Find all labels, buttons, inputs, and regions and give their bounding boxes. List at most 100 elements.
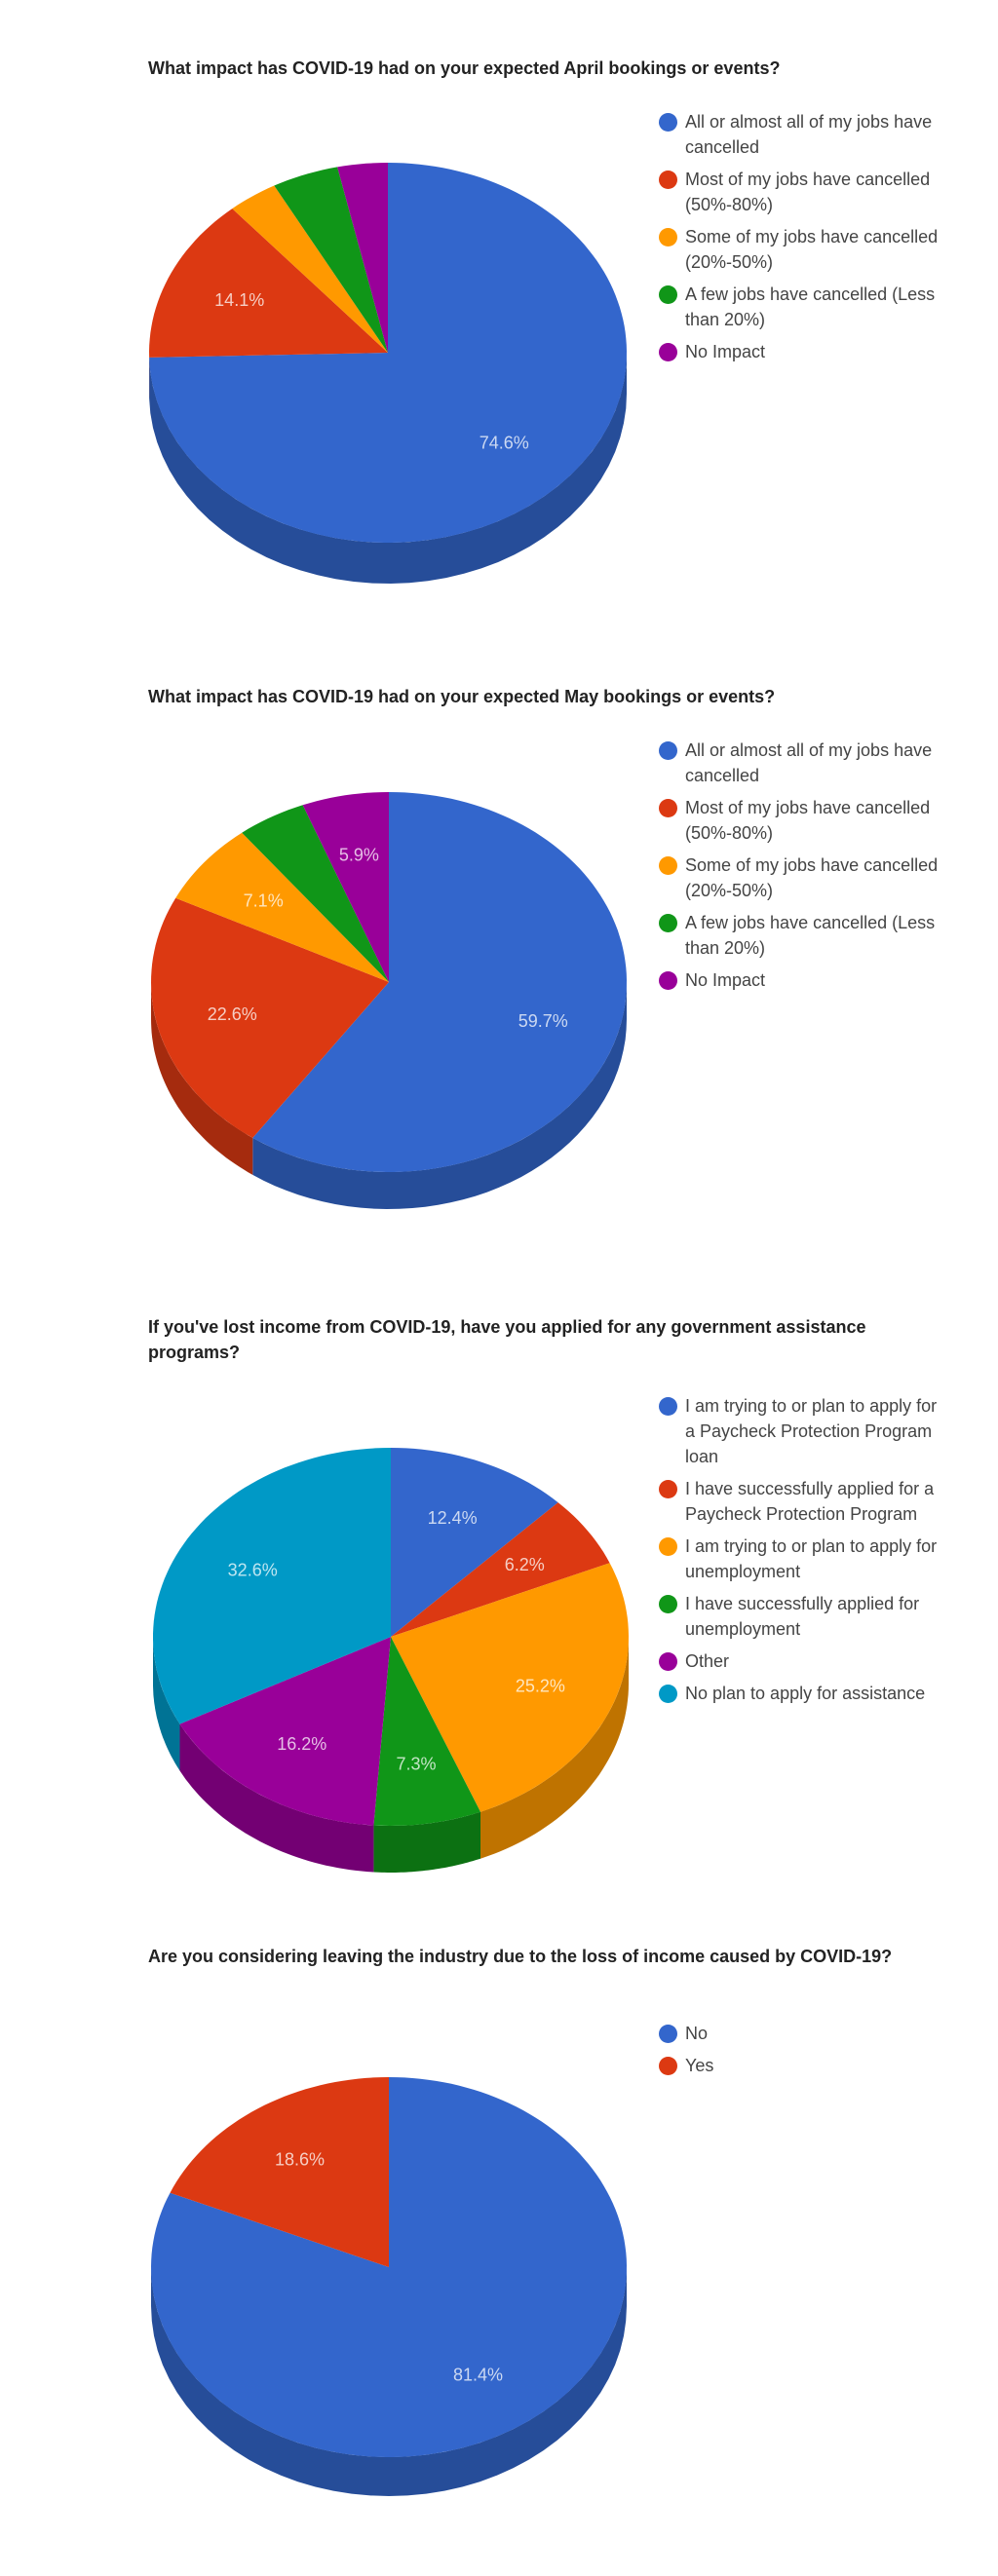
slice-percent-label: 59.7% — [518, 1011, 568, 1031]
pie-side-wall — [179, 1724, 374, 1873]
slice-percent-label: 81.4% — [453, 2366, 503, 2385]
legend-label: Most of my jobs have cancelled (50%-80%) — [685, 798, 931, 843]
legend-dot-icon — [659, 1595, 677, 1613]
chart-title: Are you considering leaving the industry… — [148, 1947, 893, 1966]
pie-side-wall — [149, 353, 627, 584]
legend-item: No plan to apply for assistance — [659, 1681, 951, 1706]
legend: No Yes — [659, 2021, 951, 2085]
slice-percent-label: 22.6% — [208, 1004, 257, 1024]
legend-label: All or almost all of my jobs have cancel… — [685, 740, 933, 785]
legend-dot-icon — [659, 113, 677, 132]
legend-dot-icon — [659, 285, 677, 304]
legend-label: No plan to apply for assistance — [685, 1684, 926, 1703]
legend-label: Some of my jobs have cancelled (20%-50%) — [685, 227, 939, 272]
pie-slice[interactable] — [302, 792, 389, 982]
legend-dot-icon — [659, 1397, 677, 1416]
legend: All or almost all of my jobs have cancel… — [659, 738, 951, 1000]
legend-dot-icon — [659, 799, 677, 817]
legend-item: Some of my jobs have cancelled (20%-50%) — [659, 224, 951, 275]
pie-slice[interactable] — [391, 1502, 610, 1637]
pie-side-wall — [151, 2267, 627, 2496]
pie-slice[interactable] — [337, 163, 388, 353]
pie-slice[interactable] — [242, 805, 389, 982]
legend-item: Yes — [659, 2053, 951, 2078]
legend-item: No Impact — [659, 339, 951, 364]
pie-slice[interactable] — [175, 832, 389, 982]
pie-slice[interactable] — [149, 208, 388, 358]
slice-percent-label: 14.1% — [214, 290, 264, 310]
pie-slice[interactable] — [391, 1563, 629, 1812]
legend-dot-icon — [659, 914, 677, 932]
pie-slice[interactable] — [373, 1637, 480, 1826]
pie-side-wall — [151, 982, 253, 1175]
legend-item: A few jobs have cancelled (Less than 20%… — [659, 282, 951, 332]
legend-dot-icon — [659, 856, 677, 875]
pie-side-wall — [373, 1811, 480, 1873]
legend-item: All or almost all of my jobs have cancel… — [659, 738, 951, 788]
pie-slice[interactable] — [232, 185, 388, 354]
slice-percent-label: 5.9% — [339, 846, 379, 865]
legend-label: Most of my jobs have cancelled (50%-80%) — [685, 170, 931, 214]
pie-slice[interactable] — [151, 897, 389, 1138]
slice-percent-label: 7.3% — [396, 1754, 436, 1773]
legend-dot-icon — [659, 1685, 677, 1703]
legend-dot-icon — [659, 343, 677, 361]
legend-item: Most of my jobs have cancelled (50%-80%) — [659, 795, 951, 846]
legend-label: Other — [685, 1651, 730, 1671]
chart-title: What impact has COVID-19 had on your exp… — [148, 687, 776, 706]
legend-label: No — [685, 2024, 709, 2043]
chart-title: If you've lost income from COVID-19, hav… — [148, 1317, 866, 1362]
legend-dot-icon — [659, 2025, 677, 2043]
legend-label: No Impact — [685, 970, 766, 990]
legend-label: I have successfully applied for a Payche… — [685, 1479, 935, 1524]
pie-slice[interactable] — [391, 1448, 558, 1637]
legend-dot-icon — [659, 228, 677, 246]
slice-percent-label: 16.2% — [277, 1734, 326, 1754]
legend-item: I have successfully applied for unemploy… — [659, 1591, 951, 1642]
legend-item: I am trying to or plan to apply for a Pa… — [659, 1393, 951, 1469]
legend-label: Yes — [685, 2056, 714, 2075]
legend-item: I have successfully applied for a Payche… — [659, 1476, 951, 1527]
slice-percent-label: 18.6% — [275, 2149, 325, 2169]
pie-slice[interactable] — [170, 2077, 390, 2267]
slice-percent-label: 74.6% — [480, 434, 529, 453]
pie-side-wall — [153, 1637, 180, 1771]
pie-slice[interactable] — [252, 792, 627, 1172]
chart-title: What impact has COVID-19 had on your exp… — [148, 58, 781, 78]
legend-dot-icon — [659, 971, 677, 990]
pie-side-wall — [252, 982, 627, 1209]
legend-label: No Impact — [685, 342, 766, 361]
legend-label: All or almost all of my jobs have cancel… — [685, 112, 933, 157]
slice-percent-label: 32.6% — [228, 1561, 278, 1580]
slice-percent-label: 12.4% — [428, 1508, 478, 1528]
legend-label: I am trying to or plan to apply for a Pa… — [685, 1396, 938, 1466]
legend-label: A few jobs have cancelled (Less than 20%… — [685, 284, 936, 329]
slice-percent-label: 7.1% — [244, 890, 284, 910]
legend-item: I am trying to or plan to apply for unem… — [659, 1534, 951, 1584]
legend-item: Other — [659, 1648, 951, 1674]
pie-slice[interactable] — [149, 163, 627, 543]
legend-label: A few jobs have cancelled (Less than 20%… — [685, 913, 936, 958]
legend-item: No — [659, 2021, 951, 2046]
legend-label: I am trying to or plan to apply for unem… — [685, 1536, 938, 1581]
legend-dot-icon — [659, 1480, 677, 1498]
pie-side-wall — [480, 1637, 629, 1859]
legend-label: Some of my jobs have cancelled (20%-50%) — [685, 855, 939, 900]
legend-dot-icon — [659, 1652, 677, 1671]
legend: I am trying to or plan to apply for a Pa… — [659, 1393, 951, 1713]
legend-item: No Impact — [659, 967, 951, 993]
legend-label: I have successfully applied for unemploy… — [685, 1594, 920, 1639]
legend-dot-icon — [659, 2057, 677, 2075]
pie-slice[interactable] — [153, 1448, 391, 1724]
legend-dot-icon — [659, 170, 677, 189]
legend-dot-icon — [659, 741, 677, 760]
pie-slice[interactable] — [179, 1637, 392, 1826]
legend-item: All or almost all of my jobs have cancel… — [659, 109, 951, 160]
legend-item: Most of my jobs have cancelled (50%-80%) — [659, 167, 951, 217]
slice-percent-label: 6.2% — [505, 1555, 545, 1574]
pie-slice[interactable] — [274, 167, 388, 353]
